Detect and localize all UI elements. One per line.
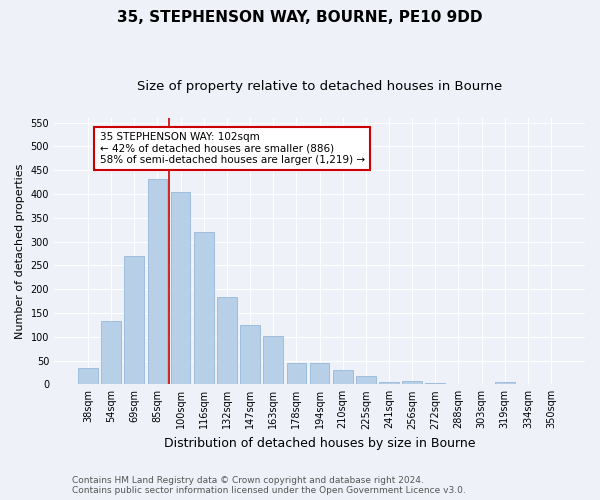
- Y-axis label: Number of detached properties: Number of detached properties: [15, 164, 25, 338]
- X-axis label: Distribution of detached houses by size in Bourne: Distribution of detached houses by size …: [164, 437, 475, 450]
- Bar: [356, 376, 376, 384]
- Bar: [495, 382, 515, 384]
- Bar: [124, 256, 144, 384]
- Bar: [148, 178, 167, 384]
- Bar: [379, 382, 399, 384]
- Bar: [101, 322, 121, 384]
- Bar: [240, 325, 260, 384]
- Bar: [333, 370, 353, 384]
- Bar: [194, 232, 214, 384]
- Bar: [402, 381, 422, 384]
- Text: 35, STEPHENSON WAY, BOURNE, PE10 9DD: 35, STEPHENSON WAY, BOURNE, PE10 9DD: [117, 10, 483, 25]
- Bar: [310, 364, 329, 384]
- Bar: [425, 383, 445, 384]
- Title: Size of property relative to detached houses in Bourne: Size of property relative to detached ho…: [137, 80, 502, 93]
- Text: Contains HM Land Registry data © Crown copyright and database right 2024.
Contai: Contains HM Land Registry data © Crown c…: [72, 476, 466, 495]
- Bar: [171, 192, 190, 384]
- Bar: [287, 363, 306, 384]
- Bar: [263, 336, 283, 384]
- Bar: [78, 368, 98, 384]
- Bar: [217, 297, 237, 384]
- Text: 35 STEPHENSON WAY: 102sqm
← 42% of detached houses are smaller (886)
58% of semi: 35 STEPHENSON WAY: 102sqm ← 42% of detac…: [100, 132, 365, 166]
